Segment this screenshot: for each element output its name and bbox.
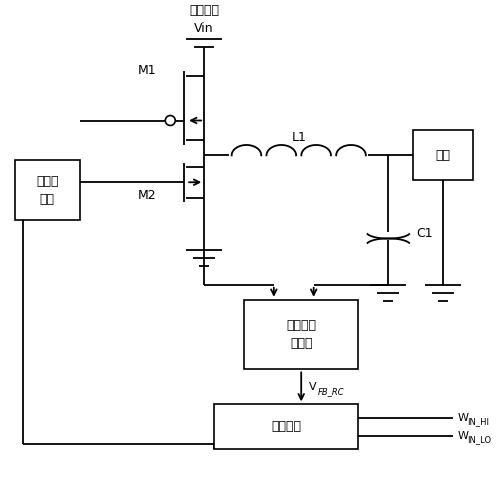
Text: 三角波生
成电路: 三角波生 成电路 — [286, 319, 316, 350]
Bar — [15, 160, 80, 220]
Text: L1: L1 — [291, 131, 306, 144]
Bar — [413, 131, 473, 180]
Text: C1: C1 — [416, 227, 433, 240]
Text: M1: M1 — [138, 64, 156, 77]
Text: 比较电路: 比较电路 — [271, 420, 301, 433]
Text: FB_RC: FB_RC — [318, 387, 345, 396]
Text: W: W — [458, 413, 469, 423]
Text: 开关驱
动器: 开关驱 动器 — [36, 175, 59, 206]
Text: 直流电源: 直流电源 — [189, 4, 219, 17]
Text: V: V — [309, 382, 317, 392]
Text: IN_HI: IN_HI — [467, 417, 489, 426]
Bar — [244, 300, 359, 370]
Text: 负载: 负载 — [435, 149, 451, 162]
Text: IN_LO: IN_LO — [467, 435, 491, 444]
Text: Vin: Vin — [194, 23, 214, 36]
Text: M2: M2 — [138, 189, 156, 202]
Bar — [214, 404, 359, 449]
Text: W: W — [458, 431, 469, 441]
